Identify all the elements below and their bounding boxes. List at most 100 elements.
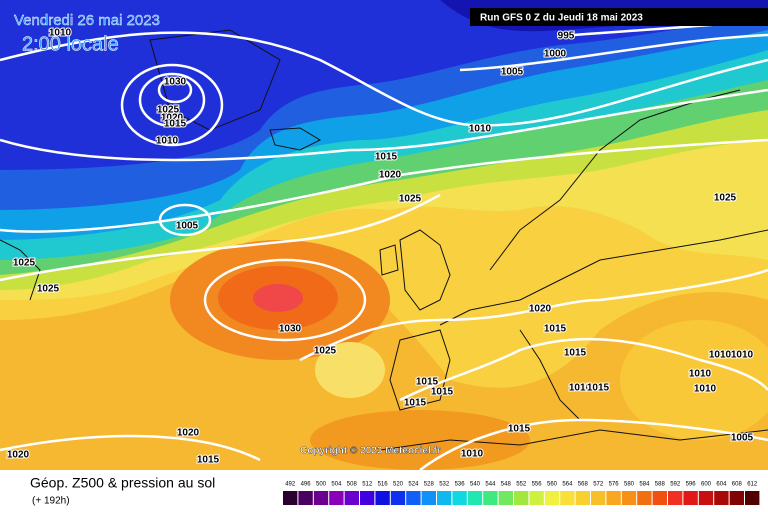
isobar-label: 1015 [564,348,587,359]
scale-label: 596 [686,482,697,488]
scale-label: 500 [316,482,327,488]
scale-swatch [591,491,606,505]
isobar-label: 1015 [164,119,187,130]
scale-label: 584 [639,482,650,488]
isobar-label: 1010 [461,449,484,460]
scale-swatch [698,491,714,505]
run-info: Run GFS 0 Z du Jeudi 18 mai 2023 [480,13,643,24]
isobar-label: 1015 [431,387,454,398]
scale-label: 572 [593,482,604,488]
scale-swatch [283,491,298,505]
scale-swatch [329,491,344,505]
scale-label: 516 [378,482,389,488]
scale-swatch [668,491,683,505]
scale-label: 520 [393,482,404,488]
isobar-label: 1030 [164,77,187,88]
isobar-label: 1015 [544,324,567,335]
scale-label: 612 [747,482,758,488]
isobar-label: 1000 [544,49,567,60]
isobar-label: 1015 [587,383,610,394]
scale-swatch [745,491,760,505]
isobar-label: 1005 [731,433,754,444]
isobar-labels: 1010103010251020101510101005102510259951… [6,27,755,467]
copyright: Copyright © 2023 Meteociel.fr [300,446,441,457]
isobar-label: 1015 [404,398,427,409]
forecast-time: 2:00 locale [22,33,119,55]
scale-swatch [637,491,652,505]
scale-swatch [406,491,421,505]
scale-swatch [360,491,375,505]
scale-label: 576 [609,482,620,488]
scale-label: 556 [532,482,543,488]
forecast-date: Vendredi 26 mai 2023 [14,12,160,29]
scale-label: 496 [301,482,312,488]
run-box [470,8,768,26]
scale-label: 560 [547,482,558,488]
scale-label: 512 [362,482,373,488]
legend-subtitle: (+ 192h) [32,496,70,507]
isobar-label: 1025 [399,194,422,205]
isobar-label: 1005 [501,67,524,78]
isobar-label: 1025 [157,105,180,116]
scale-label: 532 [439,482,450,488]
scale-label: 604 [716,482,727,488]
isobar-label: 1030 [279,324,302,335]
isobar-label: 1020 [177,428,200,439]
isobar-label: 1010 [689,369,712,380]
scale-swatch [514,491,529,505]
scale-label: 592 [670,482,681,488]
scale-swatch [683,491,698,505]
isobar-label: 1020 [529,304,552,315]
scale-swatch [452,491,467,505]
isobar-label: 1025 [714,193,737,204]
coastlines [0,29,768,451]
isobar-label: 1010 [709,350,732,361]
isobars [0,18,768,472]
scale-swatch [729,491,744,505]
scale-label: 600 [701,482,712,488]
scale-label: 588 [655,482,666,488]
geopotential-field [0,0,768,470]
isobar-label: 1020 [7,450,30,461]
scale-swatch [652,491,667,505]
scale-swatch [560,491,575,505]
scale-swatch [544,491,560,505]
scale-label: 540 [470,482,481,488]
scale-swatch [621,491,637,505]
scale-swatch [529,491,544,505]
isobar-label: 1010 [469,124,492,135]
isobar-label: 1025 [13,258,36,269]
legend-title: Géop. Z500 & pression au sol [30,475,215,491]
scale-label: 608 [732,482,743,488]
isobar-label: 1015 [375,152,398,163]
scale-label: 552 [516,482,527,488]
isobar-label: 1015 [197,455,220,466]
scale-swatch [575,491,590,505]
isobar-label: 1015 [508,424,531,435]
scale-swatch [606,491,621,505]
scale-label: 504 [331,482,342,488]
isobar-label: 1010 [694,384,717,395]
scale-label: 524 [408,482,419,488]
isobar-label: 995 [558,31,575,42]
scale-swatch [344,491,359,505]
scale-swatch [467,491,483,505]
scale-label: 492 [285,482,296,488]
isobar-label: 1015 [416,377,439,388]
scale-label: 544 [485,482,496,488]
scale-label: 508 [347,482,358,488]
isobar-label: 1025 [314,346,337,357]
scale-label: 528 [424,482,435,488]
color-scale: 492 496 500 504 508 512 516 520 524 528 532 536 540 5… [283,482,760,505]
scale-swatch [298,491,313,505]
isobar-label: 1010 [731,350,754,361]
isobar-label: 1010 [49,28,72,39]
scale-swatch [437,491,452,505]
scale-swatch [714,491,729,505]
isobar-label: 1005 [176,221,199,232]
scale-label: 580 [624,482,635,488]
scale-swatch [390,491,406,505]
isobar-label: 1010 [569,383,592,394]
